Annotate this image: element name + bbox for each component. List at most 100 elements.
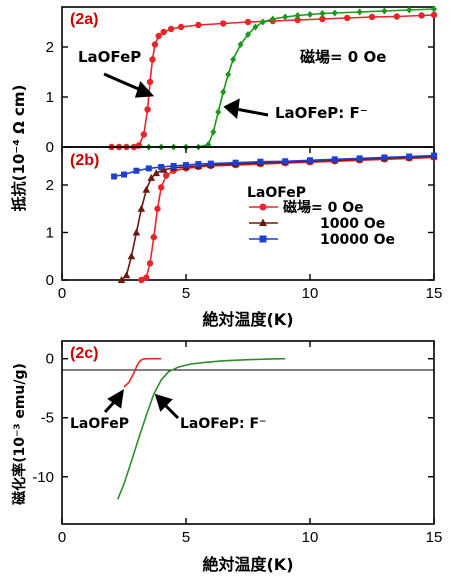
panel-2b-xlabel: 絶対温度(K) bbox=[202, 310, 293, 329]
ytick-label: 2 bbox=[46, 177, 54, 194]
data-point-2a-1 bbox=[282, 13, 289, 21]
data-point-2b-0 bbox=[143, 274, 150, 281]
data-point-2a-0 bbox=[151, 41, 159, 48]
panel-2a-label: (2a) bbox=[70, 11, 98, 28]
data-point-2b-2 bbox=[121, 171, 127, 178]
arrow-2c-laofepf-head bbox=[154, 393, 173, 412]
xtick-label: 5 bbox=[182, 285, 190, 302]
data-point-2b-2 bbox=[331, 156, 338, 163]
data-point-2a-1 bbox=[331, 9, 338, 17]
legend-swatch-marker bbox=[259, 218, 267, 226]
data-point-2b-0 bbox=[158, 184, 165, 191]
data-point-2b-2 bbox=[381, 154, 388, 161]
data-point-2a-1 bbox=[259, 18, 266, 26]
data-point-2b-2 bbox=[257, 158, 264, 165]
panel-2a-laofep-label: LaOFeP bbox=[78, 48, 141, 66]
series-line-2c-1 bbox=[117, 357, 286, 500]
ylabel-resistivity: 抵抗(10⁻⁴ Ω cm) bbox=[10, 85, 28, 212]
data-point-2b-2 bbox=[195, 161, 202, 168]
series-line-2b-1 bbox=[120, 155, 435, 281]
data-point-2a-0 bbox=[220, 20, 227, 27]
legend-entry-label: 1000 Oe bbox=[320, 216, 385, 232]
legend-entry-label: 10000 Oe bbox=[320, 232, 395, 248]
data-point-2a-1 bbox=[220, 88, 227, 96]
data-point-2a-1 bbox=[307, 11, 313, 18]
data-point-2a-0 bbox=[393, 13, 400, 20]
data-point-2a-1 bbox=[406, 6, 413, 14]
series-line-2b-0 bbox=[141, 156, 435, 281]
panel-2c: 0 -5 -10 0 5 10 15 (2c) LaOFeP LaOFeP: F⁻ 絶対温… bbox=[11, 340, 442, 574]
data-point-2a-0 bbox=[319, 15, 326, 23]
panel-2c-laofep-label: LaOFeP bbox=[70, 416, 129, 432]
panel-2a: 0 1 2 (2a) 磁場= 0 Oe LaOFeP LaOFeP: F⁻ bbox=[46, 5, 438, 156]
data-point-2b-2 bbox=[183, 162, 189, 169]
data-point-2a-0 bbox=[149, 56, 156, 63]
data-point-2a-0 bbox=[344, 14, 351, 22]
panel-2c-plot-area bbox=[117, 357, 286, 500]
data-point-2a-0 bbox=[368, 13, 376, 21]
data-point-2a-1 bbox=[381, 7, 388, 15]
data-point-2a-0 bbox=[144, 106, 151, 113]
data-point-2a-0 bbox=[146, 78, 154, 86]
data-point-2b-0 bbox=[162, 172, 170, 179]
ytick-label: 0 bbox=[46, 139, 54, 156]
panel-2b-label: (2b) bbox=[70, 152, 99, 169]
legend-swatch-marker bbox=[259, 235, 267, 243]
data-point-2b-1 bbox=[142, 185, 151, 193]
data-point-2b-1 bbox=[137, 204, 146, 212]
ylabel-susceptibility: 磁化率(10⁻³ emu/g) bbox=[11, 363, 28, 505]
legend-entry-label: 磁場= 0 Oe bbox=[283, 199, 364, 216]
ytick-label: -10 bbox=[32, 469, 54, 486]
series-line-2a-1 bbox=[148, 8, 435, 148]
data-point-2b-0 bbox=[138, 276, 145, 284]
data-point-2a-0 bbox=[195, 21, 202, 29]
ytick-label: 0 bbox=[46, 351, 54, 368]
arrow-2a-laofep-head bbox=[134, 81, 155, 98]
data-point-2b-0 bbox=[150, 234, 157, 241]
data-point-2a-1 bbox=[215, 108, 222, 116]
panel-2b-plot-area bbox=[111, 152, 438, 284]
data-point-2b-1 bbox=[132, 228, 141, 236]
data-point-2b-2 bbox=[282, 158, 289, 165]
panel-2b-xticks: 0 5 10 15 bbox=[58, 147, 443, 302]
data-point-2b-2 bbox=[145, 165, 152, 172]
data-point-2a-1 bbox=[294, 12, 301, 19]
panel-2b-legend-title: LaOFeP bbox=[247, 185, 306, 201]
data-point-2a-1 bbox=[252, 23, 259, 31]
ytick-label: 0 bbox=[46, 272, 54, 289]
ytick-label: 2 bbox=[46, 39, 54, 56]
data-point-2b-2 bbox=[158, 163, 165, 170]
panel-2c-xticks: 0 5 10 15 bbox=[58, 341, 442, 546]
panel-2a-laofepf-label: LaOFeP: F⁻ bbox=[275, 104, 368, 122]
data-point-2a-0 bbox=[155, 32, 162, 40]
data-point-2a-1 bbox=[237, 41, 244, 48]
data-point-2b-1 bbox=[117, 276, 126, 283]
data-point-2a-0 bbox=[140, 131, 148, 138]
data-point-2a-1 bbox=[230, 56, 237, 63]
panel-2b-frame bbox=[61, 146, 435, 281]
arrow-2a-laofepf-head bbox=[223, 98, 240, 120]
arrow-2a-laofep bbox=[103, 72, 144, 93]
data-point-2b-1 bbox=[147, 173, 156, 181]
xtick-label: 5 bbox=[182, 529, 190, 546]
data-point-2b-2 bbox=[232, 159, 239, 166]
data-point-2a-1 bbox=[431, 5, 437, 13]
panel-2c-frame bbox=[61, 340, 435, 525]
data-point-2b-0 bbox=[146, 260, 154, 267]
data-point-2b-1 bbox=[122, 271, 131, 279]
panel-2b-yticks: 0 1 2 bbox=[46, 177, 434, 289]
data-point-2b-2 bbox=[307, 157, 313, 164]
arrow-2c-laofep-head bbox=[107, 389, 124, 409]
panel-2a-arrows bbox=[103, 72, 269, 120]
panel-2c-laofepf-label: LaOFeP: F⁻ bbox=[180, 416, 266, 432]
xtick-label: 15 bbox=[426, 285, 443, 302]
data-point-2a-1 bbox=[319, 10, 326, 17]
data-point-2a-0 bbox=[177, 23, 185, 31]
data-point-2a-1 bbox=[225, 71, 232, 78]
data-point-2b-2 bbox=[356, 155, 363, 162]
data-point-2b-1 bbox=[127, 252, 136, 260]
data-point-2a-1 bbox=[356, 8, 363, 16]
panel-2c-arrows bbox=[103, 389, 180, 420]
